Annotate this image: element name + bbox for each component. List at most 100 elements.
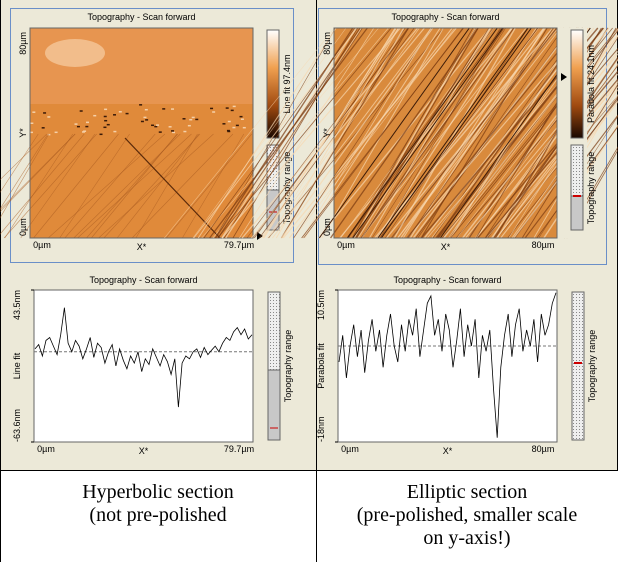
image-streak [267, 27, 420, 239]
image-streak [406, 27, 578, 239]
image-streak [280, 27, 409, 239]
image-speck [151, 124, 155, 127]
image-speck [74, 123, 78, 125]
y-axis-label: Parabola fit [316, 343, 326, 389]
x-axis-label: X* [441, 242, 451, 252]
image-speck [195, 118, 199, 121]
image-streak [521, 83, 618, 239]
image-streak [0, 133, 39, 193]
plot-area [337, 289, 558, 443]
image-streak [272, 27, 432, 239]
image-streak [293, 27, 433, 239]
image-scratch [380, 27, 532, 239]
image-speck [189, 118, 193, 121]
range-label: Topography range [282, 152, 292, 225]
image-streak [353, 27, 477, 239]
image-streak [221, 27, 401, 239]
image-streak [4, 133, 74, 239]
range-label: Topography range [283, 330, 293, 403]
image-streak [135, 133, 198, 239]
image-streak [301, 27, 464, 239]
y-axis-label: Y* [18, 128, 28, 138]
image-streak [360, 27, 527, 239]
image-streak [192, 27, 347, 239]
image-streak [217, 27, 361, 239]
image-speck [103, 115, 107, 118]
image-speck [191, 116, 195, 119]
profile-line [338, 292, 557, 438]
image-streak [64, 133, 156, 239]
image-patch [30, 28, 253, 104]
x-axis-label: X* [443, 446, 453, 456]
image-streak [0, 133, 48, 181]
image-speck [43, 112, 47, 114]
image-streak [0, 133, 50, 219]
image-speck [171, 130, 175, 132]
x-label-right: 79.7µm [224, 444, 254, 454]
y-tick-label: 10.5nm [316, 290, 326, 320]
y-label-bottom: 0µm [322, 218, 332, 236]
image-speck [144, 108, 148, 111]
image-streak [302, 27, 432, 239]
image-speck [225, 107, 229, 109]
range-bar [571, 291, 585, 441]
y-label-top: 80µm [322, 32, 332, 55]
image-speck [139, 104, 143, 106]
image-streak [20, 133, 96, 239]
image-streak [116, 133, 200, 239]
image-border [333, 27, 558, 239]
x-axis-label: X* [137, 242, 147, 252]
afm-image [0, 28, 283, 239]
image-streak [417, 27, 564, 239]
pointer [257, 232, 263, 240]
image-speck [103, 126, 107, 129]
image-streak [239, 27, 375, 239]
image-streak [268, 27, 445, 239]
image-scratch [352, 27, 504, 239]
image-streak [354, 27, 479, 239]
image-speck [168, 126, 172, 128]
colorbar-label: Parabola fit 24.1nm [586, 45, 596, 123]
image-streak [33, 133, 119, 239]
x-label-left: 0µm [33, 240, 51, 250]
image-speck [143, 116, 147, 119]
image-streak [293, 27, 455, 239]
image-streak [513, 100, 618, 239]
image-streak [223, 27, 363, 239]
y-label-bottom: 0µm [18, 218, 28, 236]
caption: (pre-polished, smaller scale [357, 504, 578, 526]
image-speck [113, 114, 117, 116]
image-speck [182, 118, 186, 120]
range-label: Topography range [587, 330, 597, 403]
image-speck [158, 131, 162, 133]
x-label-right: 79.7µm [224, 240, 254, 250]
image-streak [484, 36, 618, 239]
image-streak [390, 27, 558, 239]
range-fill [267, 369, 281, 441]
image-speck [154, 125, 158, 128]
image-speck [171, 108, 175, 110]
image-streak [275, 27, 400, 239]
image-streak [465, 53, 618, 239]
image-streak [447, 27, 618, 239]
image-streak [374, 27, 554, 239]
colorbar-label: Line fit 97.4nm [282, 54, 292, 113]
x-label-left: 0µm [337, 240, 355, 250]
y-axis-label: Y* [322, 128, 332, 138]
image-scratch [124, 137, 221, 239]
image-highlight [45, 39, 105, 67]
image-streak [462, 34, 618, 239]
image-streak [166, 133, 252, 239]
image-streak [59, 133, 130, 239]
image-streak [379, 27, 501, 239]
image-speck [140, 120, 144, 123]
image-streak [182, 133, 245, 239]
image-border [29, 27, 254, 239]
image-streak [406, 27, 587, 239]
image-speck [41, 127, 45, 129]
image-speck [104, 119, 108, 122]
x-axis-label: X* [139, 446, 149, 456]
image-streak [533, 93, 618, 239]
image-speck [79, 110, 83, 112]
image-streak [0, 133, 76, 213]
